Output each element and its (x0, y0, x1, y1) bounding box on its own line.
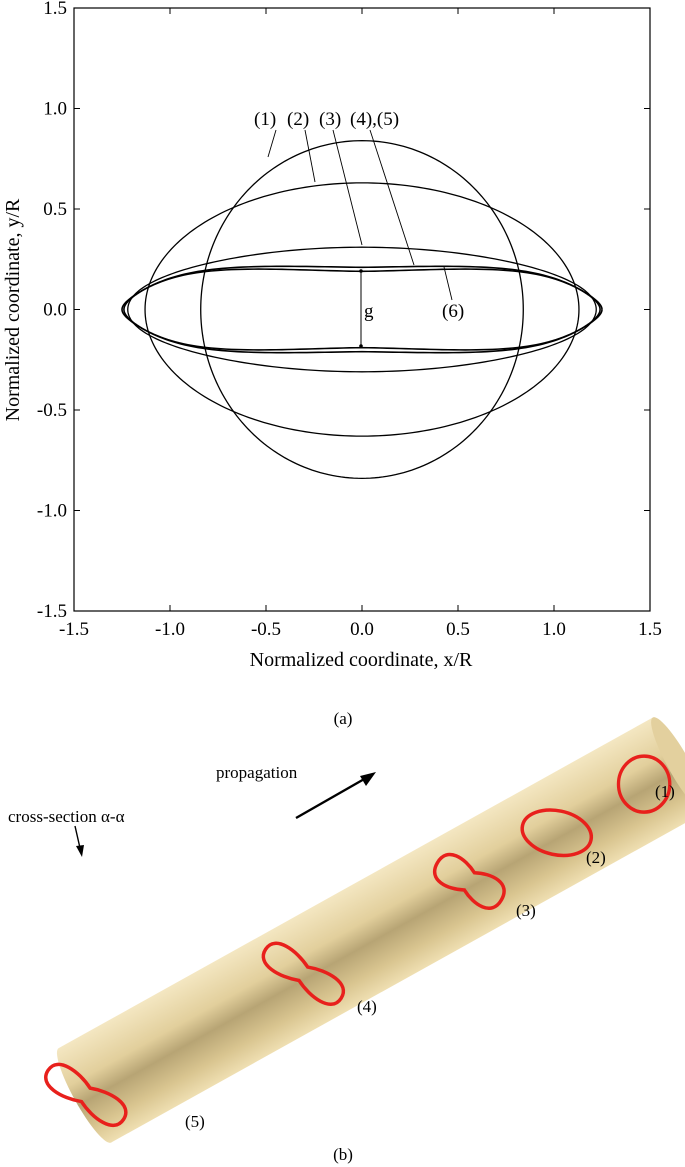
curves (121, 140, 603, 479)
section-1 (616, 754, 672, 814)
gap-label: g (364, 301, 374, 322)
propagation-arrow (295, 772, 376, 820)
y-tick-label: -1.0 (37, 501, 67, 522)
curve-3 (127, 246, 597, 373)
y-tick-label: 0.5 (43, 199, 67, 220)
curve-label-1: (1) (254, 109, 276, 130)
x-tick-label: 0.0 (350, 619, 374, 640)
y-tick-label: 1.5 (43, 0, 67, 19)
section-label-3: (3) (516, 901, 536, 920)
x-tick-label: 1.0 (542, 619, 566, 640)
section-2 (520, 808, 594, 858)
cross-section-label: cross-section α-α (8, 807, 125, 826)
propagation-label: propagation (216, 763, 298, 782)
curve-label-3: (3) (319, 109, 341, 130)
x-tick-label: -0.5 (251, 619, 281, 640)
curve-label-4-5: (4),(5) (350, 109, 399, 130)
section-5 (44, 1062, 128, 1127)
y-tick-label: -1.5 (37, 601, 67, 622)
x-axis-title: Normalized coordinate, x/R (250, 649, 473, 671)
curve-label-6: (6) (442, 301, 464, 322)
curve-label-2: (2) (287, 109, 309, 130)
panel-a-label: (a) (334, 709, 353, 728)
y-tick-label: 0.0 (43, 300, 67, 321)
curve-2 (144, 182, 580, 437)
x-tick-label: -1.5 (59, 619, 89, 640)
panel-a-chart: -1.5 -1.0 -0.5 0.0 0.5 1.0 1.5 1.5 1.0 0.5 0.0 -0.5… (2, 0, 662, 671)
y-tick-label: 1.0 (43, 99, 67, 120)
axis-ticks: -1.5 -1.0 -0.5 0.0 0.5 1.0 1.5 1.5 1.0 0.5 0.0 -0.5… (37, 0, 662, 640)
cross-section-arrow (74, 825, 84, 857)
y-axis-title: Normalized coordinate, y/R (2, 198, 24, 421)
section-label-1: (1) (655, 782, 675, 801)
section-label-2: (2) (586, 848, 606, 867)
curve-label-leaders (267, 129, 453, 301)
x-tick-label: -1.0 (155, 619, 185, 640)
y-tick-label: -0.5 (37, 400, 67, 421)
x-tick-label: 0.5 (446, 619, 470, 640)
curve-5 (121, 268, 603, 351)
panel-b-illustration: propagation cross-section α-α (1) (2) (3… (8, 717, 685, 1143)
section-3 (433, 852, 506, 910)
section-label-5: (5) (185, 1112, 205, 1131)
gap-indicator (359, 269, 363, 348)
section-4 (261, 941, 345, 1006)
curve-4 (123, 265, 601, 354)
plot-frame (73, 7, 651, 612)
panel-b-label: (b) (333, 1145, 353, 1164)
section-label-4: (4) (357, 997, 377, 1016)
x-tick-label: 1.5 (638, 619, 662, 640)
curve-1 (200, 140, 524, 479)
cross-sections (44, 754, 672, 1127)
